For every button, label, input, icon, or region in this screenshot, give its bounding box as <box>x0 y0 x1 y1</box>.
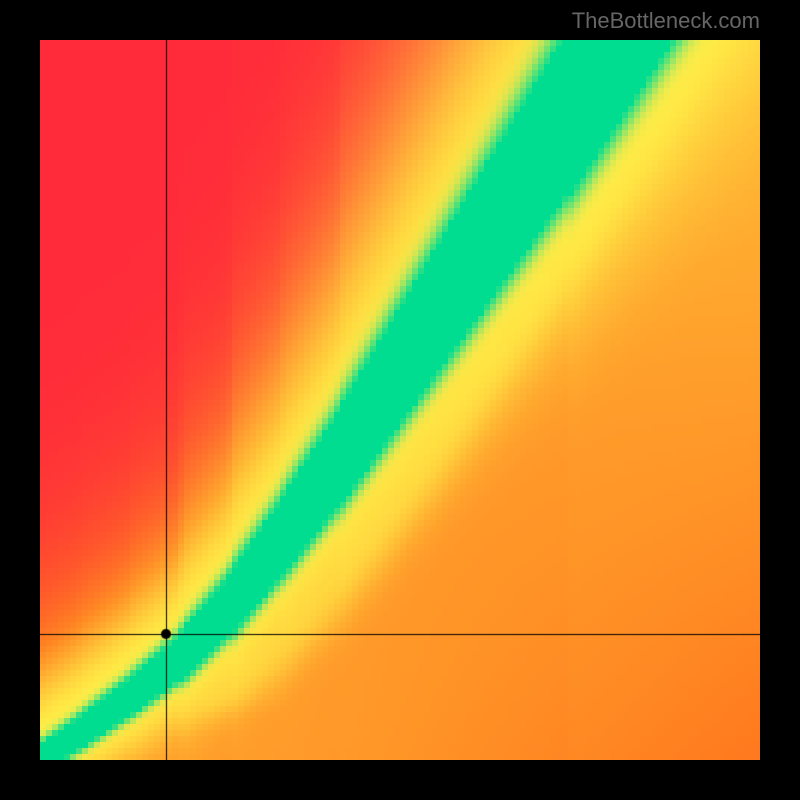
crosshair-overlay <box>40 40 760 760</box>
chart-container: TheBottleneck.com <box>0 0 800 800</box>
plot-area <box>40 40 760 760</box>
watermark-label: TheBottleneck.com <box>572 8 760 34</box>
